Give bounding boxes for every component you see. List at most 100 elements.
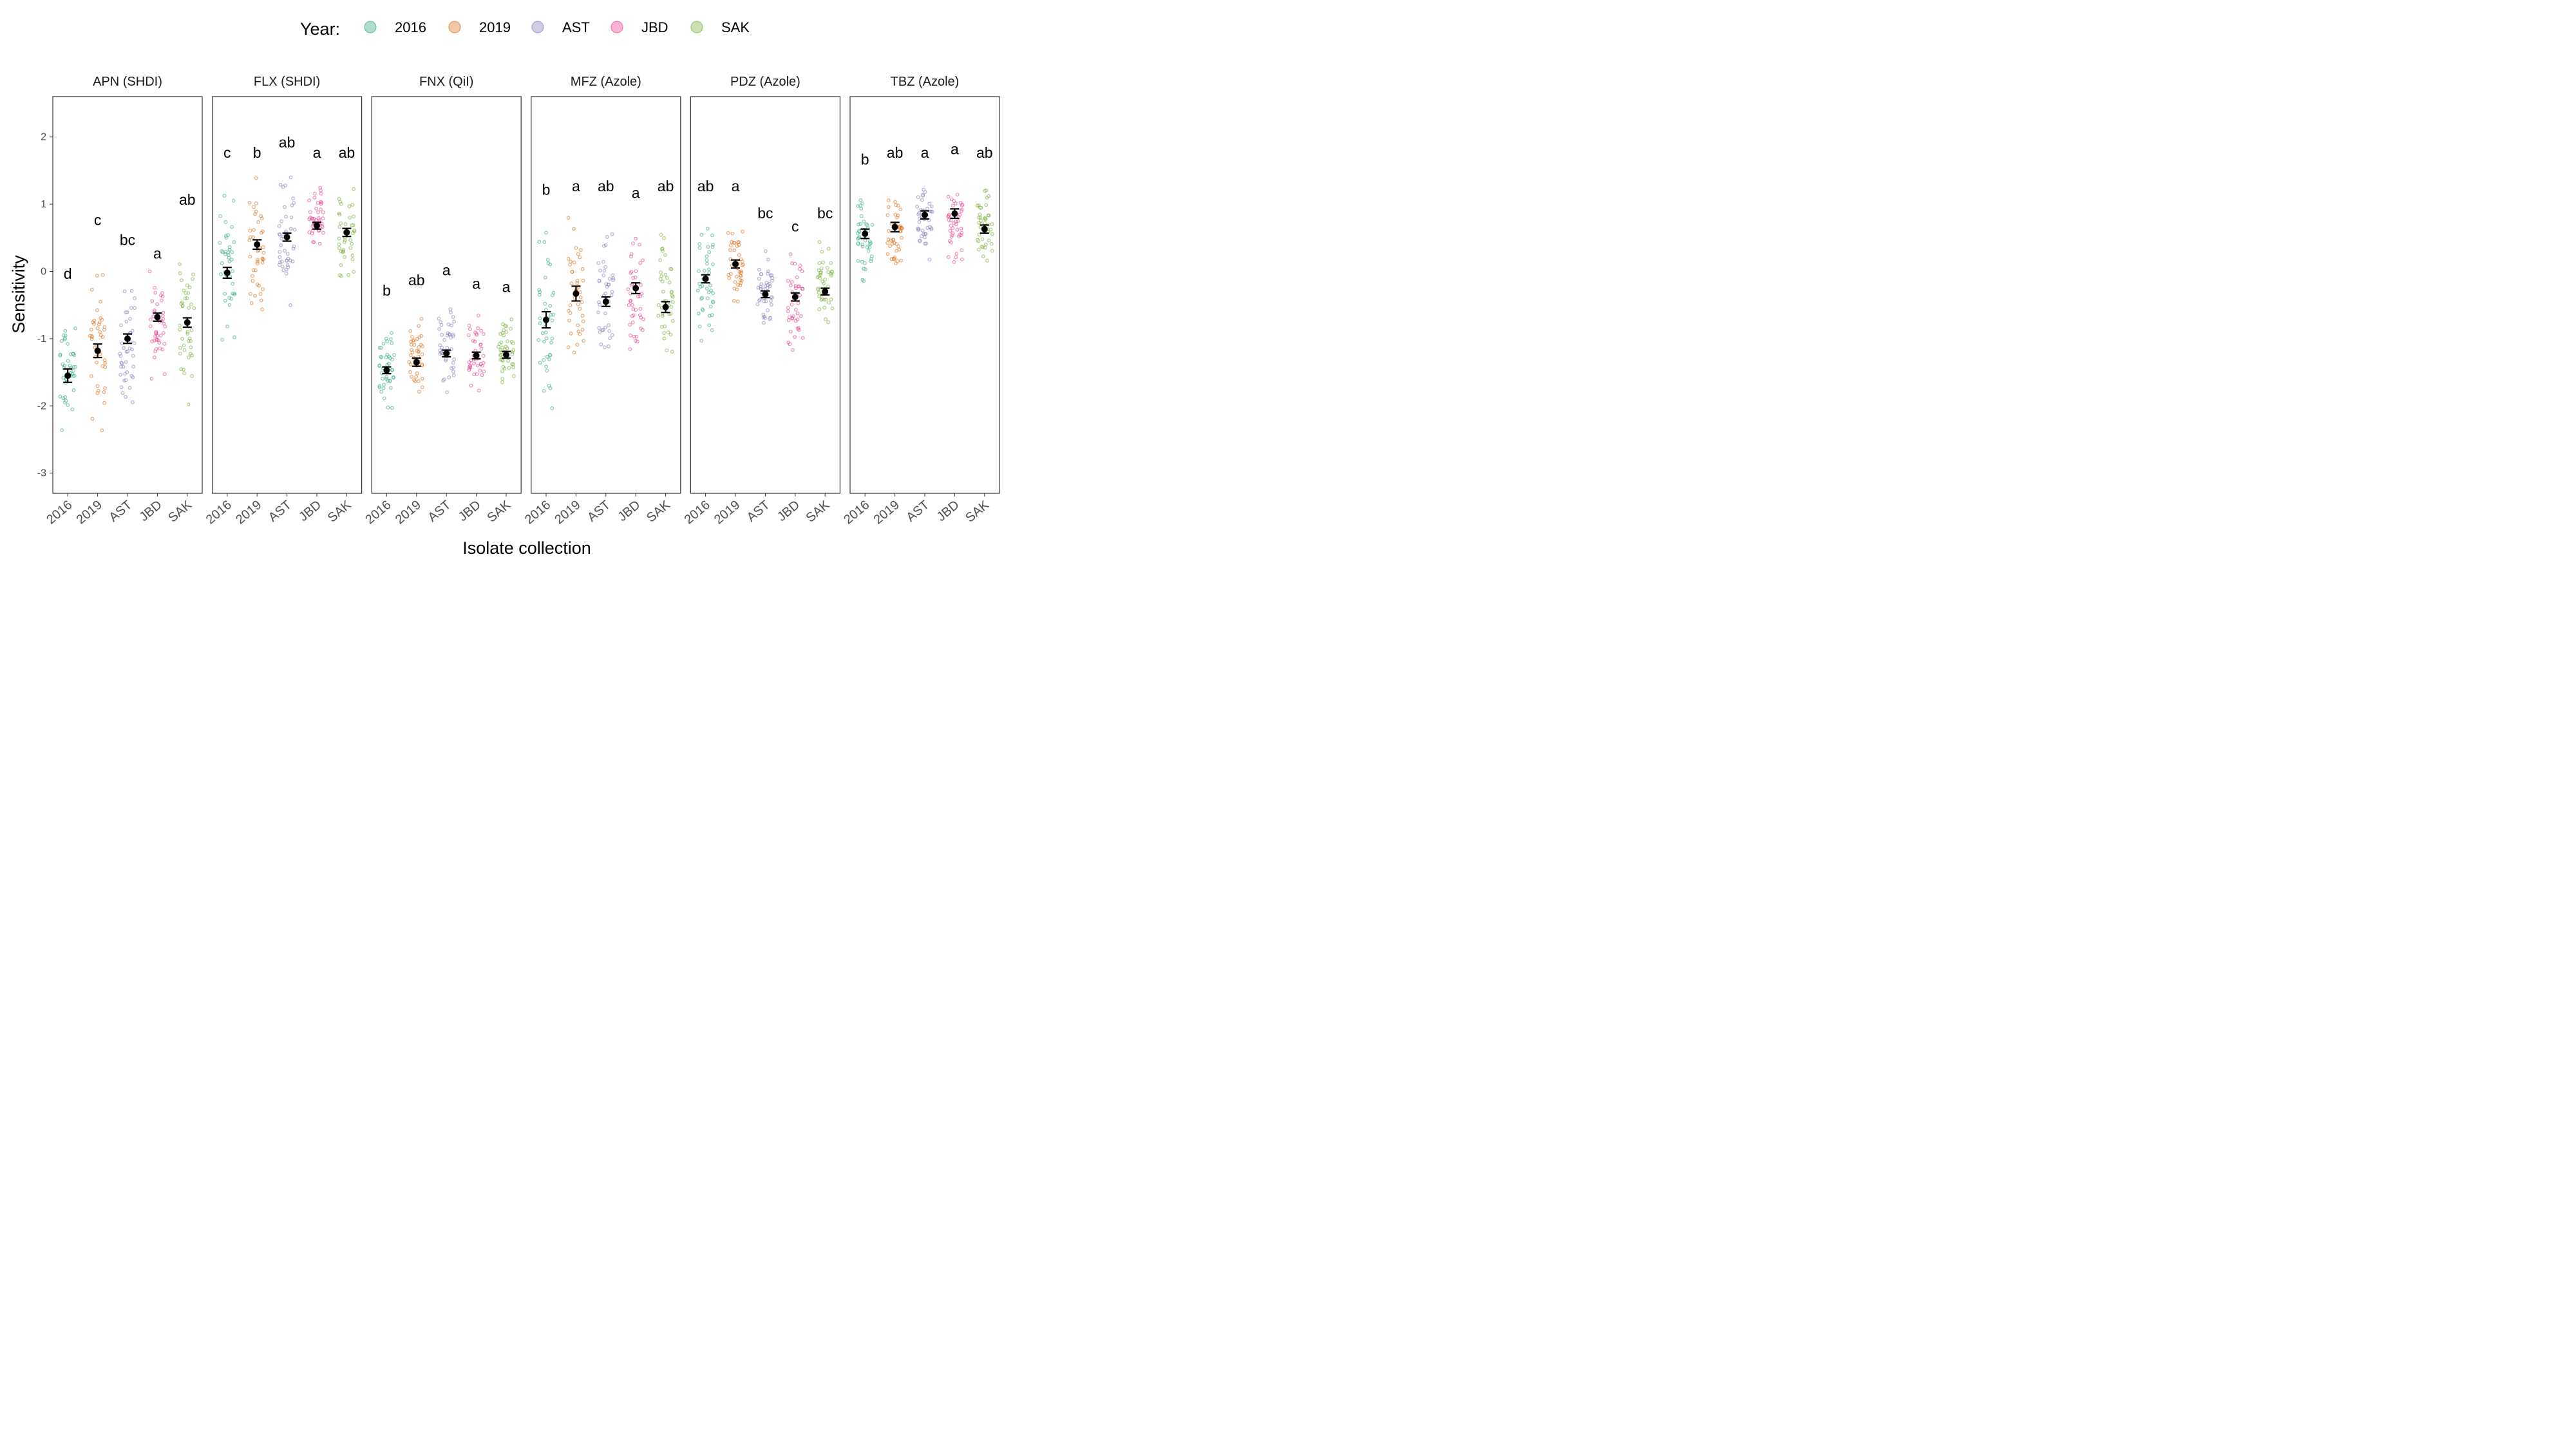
raw-point bbox=[824, 298, 828, 302]
panel-4: MFZ (Azole) b 2016 a 2019 ab AST a JBD ab SAK bbox=[522, 75, 681, 527]
raw-point bbox=[408, 363, 413, 366]
raw-point bbox=[255, 261, 260, 266]
raw-point bbox=[283, 205, 287, 209]
mean-point bbox=[503, 351, 509, 358]
raw-point bbox=[920, 234, 923, 238]
raw-point bbox=[257, 283, 261, 288]
raw-point bbox=[570, 270, 574, 274]
x-tick-label: 2016 bbox=[204, 498, 234, 527]
raw-point bbox=[602, 269, 607, 273]
panel-3: FNX (QiI) b 2016 ab 2019 a AST a JBD a SAK bbox=[363, 75, 522, 527]
raw-point bbox=[795, 275, 799, 279]
raw-point bbox=[547, 384, 551, 388]
raw-point bbox=[599, 342, 603, 346]
raw-point bbox=[663, 253, 667, 258]
significance-letter: a bbox=[572, 178, 580, 194]
raw-point bbox=[319, 200, 324, 205]
raw-point bbox=[891, 238, 895, 242]
raw-point bbox=[420, 385, 424, 390]
raw-point bbox=[122, 289, 127, 294]
raw-point bbox=[569, 281, 574, 285]
raw-point bbox=[218, 241, 222, 245]
raw-point bbox=[886, 252, 890, 256]
raw-point bbox=[551, 293, 554, 298]
raw-point bbox=[766, 269, 770, 274]
raw-point bbox=[628, 323, 632, 327]
legend-key-2016 bbox=[364, 21, 377, 33]
chart-canvas: Year: 2016 2019 AST JBD SAK APN (SHDI)-3-2-10… bbox=[9, 19, 1000, 558]
raw-point bbox=[126, 349, 130, 354]
mean-point bbox=[702, 275, 709, 282]
raw-point bbox=[700, 284, 705, 289]
raw-point bbox=[538, 361, 542, 365]
legend-key-ast bbox=[531, 21, 544, 33]
raw-point bbox=[133, 296, 137, 301]
raw-point bbox=[119, 385, 124, 390]
raw-point bbox=[542, 240, 547, 244]
raw-point bbox=[468, 365, 473, 370]
mean-point bbox=[413, 359, 420, 366]
raw-point bbox=[289, 303, 293, 307]
raw-point bbox=[857, 234, 861, 239]
raw-point bbox=[185, 296, 189, 301]
raw-point bbox=[412, 343, 417, 347]
raw-point bbox=[437, 327, 441, 331]
raw-point bbox=[307, 230, 312, 234]
mean-point bbox=[662, 303, 669, 310]
raw-point bbox=[987, 213, 991, 218]
raw-point bbox=[291, 196, 296, 201]
raw-point bbox=[314, 207, 318, 211]
raw-point bbox=[825, 266, 829, 270]
raw-point bbox=[475, 332, 479, 337]
raw-point bbox=[91, 320, 95, 325]
raw-point bbox=[916, 212, 920, 216]
raw-point bbox=[223, 298, 227, 303]
raw-point bbox=[793, 308, 798, 312]
raw-point bbox=[899, 258, 904, 263]
raw-point bbox=[898, 207, 903, 212]
raw-point bbox=[566, 308, 571, 313]
raw-point bbox=[95, 308, 99, 312]
raw-point bbox=[343, 255, 347, 260]
raw-point bbox=[705, 227, 710, 231]
raw-point bbox=[869, 259, 873, 263]
raw-point bbox=[118, 352, 122, 356]
raw-point bbox=[102, 358, 107, 363]
raw-point bbox=[603, 311, 607, 316]
raw-point bbox=[601, 273, 606, 278]
raw-point bbox=[759, 272, 763, 276]
raw-point bbox=[856, 259, 860, 263]
mean-point bbox=[283, 234, 290, 241]
raw-point bbox=[337, 242, 341, 247]
raw-point bbox=[863, 267, 867, 272]
raw-point bbox=[120, 361, 124, 366]
raw-point bbox=[225, 325, 229, 328]
raw-point bbox=[538, 321, 542, 325]
raw-point bbox=[710, 245, 715, 249]
raw-point bbox=[951, 204, 955, 208]
raw-point bbox=[927, 202, 932, 206]
raw-point bbox=[827, 301, 831, 305]
raw-point bbox=[949, 197, 954, 202]
raw-point bbox=[283, 249, 287, 253]
raw-point bbox=[708, 305, 713, 309]
raw-point bbox=[129, 289, 134, 293]
raw-point bbox=[218, 272, 223, 276]
raw-point bbox=[601, 244, 606, 248]
raw-point bbox=[575, 281, 580, 285]
raw-point bbox=[793, 261, 797, 266]
raw-point bbox=[254, 209, 258, 214]
raw-point bbox=[859, 214, 864, 218]
raw-point bbox=[261, 287, 265, 291]
raw-point bbox=[98, 330, 102, 334]
raw-point bbox=[179, 367, 184, 372]
raw-point bbox=[499, 350, 504, 354]
raw-point bbox=[958, 232, 961, 237]
significance-letter: a bbox=[732, 178, 740, 194]
raw-point bbox=[412, 338, 416, 343]
raw-point bbox=[886, 198, 891, 203]
raw-point bbox=[377, 385, 382, 390]
raw-point bbox=[603, 325, 607, 330]
significance-letter: ab bbox=[408, 272, 425, 289]
raw-point bbox=[611, 273, 615, 278]
